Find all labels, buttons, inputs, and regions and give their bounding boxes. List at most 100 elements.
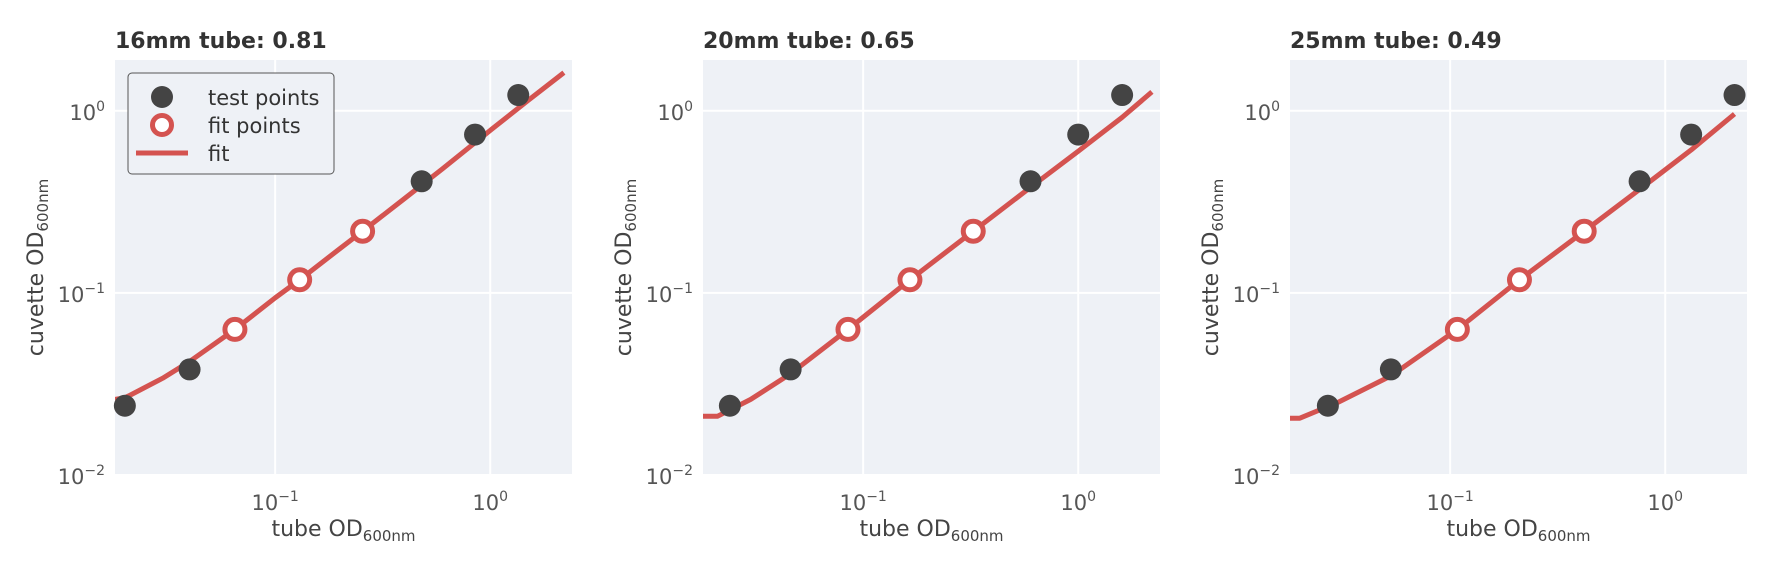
test-point <box>1723 84 1746 107</box>
tick-exponent: −1 <box>866 489 887 505</box>
test-point <box>113 394 136 417</box>
tick-base: 10 <box>1233 283 1260 307</box>
tick-exponent: −1 <box>672 281 693 297</box>
legend-label: test points <box>208 86 320 110</box>
axis-label-main: tube OD <box>1446 517 1537 542</box>
x-axis-label: tube OD600nm <box>271 517 415 545</box>
tick-exponent: −1 <box>84 281 105 297</box>
tick-exponent: 0 <box>499 489 508 505</box>
tick-base: 10 <box>1060 491 1087 515</box>
y-tick-label: 10−2 <box>1233 463 1280 489</box>
y-axis-label: cuvette OD600nm <box>24 179 52 356</box>
tick-base: 10 <box>1244 101 1271 125</box>
y-axis-label: cuvette OD600nm <box>1199 179 1227 356</box>
axis-label-subscript: 600nm <box>363 527 416 545</box>
fit-point <box>287 267 313 293</box>
test-point <box>1111 84 1134 107</box>
y-tick-label: 10−1 <box>1233 281 1280 307</box>
x-tick-label: 10−1 <box>251 489 298 515</box>
x-tick-label: 10−1 <box>1426 489 1473 515</box>
x-axis-label: tube OD600nm <box>1446 517 1590 545</box>
fit-point <box>1444 316 1470 342</box>
y-tick-label: 10−2 <box>646 463 693 489</box>
test-point <box>1379 358 1402 381</box>
tick-base: 10 <box>839 491 866 515</box>
tick-exponent: 0 <box>684 99 693 115</box>
fit-point <box>835 316 861 342</box>
tick-base: 10 <box>1647 491 1674 515</box>
test-point <box>1628 170 1651 193</box>
chart-title: 25mm tube: 0.49 <box>1290 29 1502 54</box>
axis-label-main: tube OD <box>271 517 362 542</box>
fit-point <box>960 218 986 244</box>
legend-label: fit <box>208 142 229 166</box>
y-tick-label: 100 <box>657 99 693 125</box>
axis-label-subscript: 600nm <box>622 179 640 232</box>
legend: test points fit points fit <box>127 72 335 175</box>
legend-label: fit points <box>208 114 301 138</box>
tick-exponent: 0 <box>1271 99 1280 115</box>
tick-base: 10 <box>58 465 85 489</box>
tick-exponent: 0 <box>1087 489 1096 505</box>
tick-exponent: 0 <box>96 99 105 115</box>
tick-base: 10 <box>1426 491 1453 515</box>
test-point <box>1316 394 1339 417</box>
y-axis-label: cuvette OD600nm <box>612 179 640 356</box>
test-point <box>779 358 802 381</box>
test-point <box>1019 170 1042 193</box>
tick-base: 10 <box>251 491 278 515</box>
test-point <box>1067 123 1090 146</box>
y-tick-label: 10−1 <box>58 281 105 307</box>
axis-label-main: tube OD <box>859 517 950 542</box>
x-tick-label: 100 <box>1060 489 1096 515</box>
axis-label-main: cuvette OD <box>1199 232 1224 357</box>
test-point <box>1680 123 1703 146</box>
axis-label-main: cuvette OD <box>612 232 637 357</box>
fit-point <box>222 316 248 342</box>
tick-exponent: −1 <box>1259 281 1280 297</box>
y-tick-label: 100 <box>1244 99 1280 125</box>
y-tick-label: 10−1 <box>646 281 693 307</box>
y-tick-label: 100 <box>69 99 105 125</box>
axis-label-main: cuvette OD <box>24 232 49 357</box>
tick-base: 10 <box>58 283 85 307</box>
axis-label-subscript: 600nm <box>1538 527 1591 545</box>
y-tick-label: 10−2 <box>58 463 105 489</box>
legend-marker-fit-points <box>150 113 174 137</box>
tick-exponent: −1 <box>1453 489 1474 505</box>
legend-marker-test-points <box>151 86 173 108</box>
legend-box <box>127 72 335 175</box>
test-point <box>178 358 201 381</box>
plot-area <box>703 60 1160 475</box>
x-axis-label: tube OD600nm <box>859 517 1003 545</box>
test-point <box>718 394 741 417</box>
test-point <box>464 123 487 146</box>
tick-exponent: −2 <box>672 463 693 479</box>
test-point <box>507 84 530 107</box>
tick-base: 10 <box>657 101 684 125</box>
chart-title: 20mm tube: 0.65 <box>703 29 915 54</box>
chart-title: 16mm tube: 0.81 <box>115 29 327 54</box>
tick-exponent: −2 <box>84 463 105 479</box>
fit-point <box>350 218 376 244</box>
fit-point <box>1571 218 1597 244</box>
fit-point <box>897 267 923 293</box>
axis-label-subscript: 600nm <box>951 527 1004 545</box>
tick-exponent: −2 <box>1259 463 1280 479</box>
axis-label-subscript: 600nm <box>1209 179 1227 232</box>
fit-point <box>1506 267 1532 293</box>
axis-label-subscript: 600nm <box>34 179 52 232</box>
test-point <box>410 170 433 193</box>
tick-base: 10 <box>472 491 499 515</box>
tick-exponent: −1 <box>278 489 299 505</box>
tick-base: 10 <box>646 465 673 489</box>
x-tick-label: 100 <box>472 489 508 515</box>
tick-base: 10 <box>1233 465 1260 489</box>
tick-base: 10 <box>646 283 673 307</box>
tick-base: 10 <box>69 101 96 125</box>
